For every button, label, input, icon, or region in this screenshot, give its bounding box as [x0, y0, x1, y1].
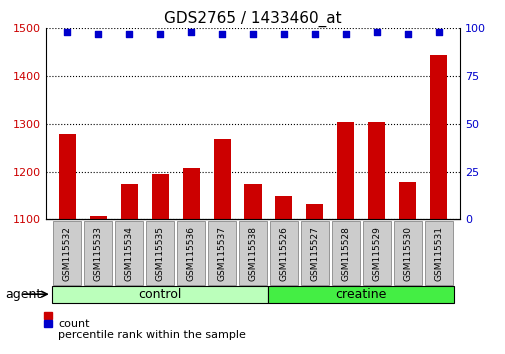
Text: GSM115528: GSM115528 — [341, 225, 349, 281]
Bar — [429, 55, 446, 219]
FancyBboxPatch shape — [52, 286, 268, 303]
Text: count: count — [58, 319, 89, 329]
FancyBboxPatch shape — [362, 221, 390, 285]
Bar — [337, 121, 354, 219]
Bar — [244, 184, 261, 219]
FancyBboxPatch shape — [115, 221, 143, 285]
Bar — [368, 122, 385, 219]
Text: control: control — [138, 288, 181, 301]
Text: GSM115536: GSM115536 — [186, 225, 195, 281]
Text: GSM115530: GSM115530 — [402, 225, 412, 281]
Bar — [275, 195, 292, 219]
Bar — [213, 139, 230, 219]
FancyBboxPatch shape — [270, 221, 297, 285]
FancyBboxPatch shape — [146, 221, 174, 285]
Point — [125, 31, 133, 37]
Text: GSM115534: GSM115534 — [124, 225, 133, 281]
Text: percentile rank within the sample: percentile rank within the sample — [58, 330, 245, 339]
Text: GSM115529: GSM115529 — [372, 225, 381, 281]
Text: GSM115537: GSM115537 — [217, 225, 226, 281]
Point — [341, 31, 349, 37]
Point — [248, 31, 257, 37]
FancyBboxPatch shape — [208, 221, 235, 285]
Bar — [44, 312, 52, 319]
FancyBboxPatch shape — [268, 286, 453, 303]
Text: creatine: creatine — [335, 288, 386, 301]
Text: GSM115535: GSM115535 — [156, 225, 164, 281]
Point — [372, 29, 380, 35]
Point — [156, 31, 164, 37]
Text: GSM115531: GSM115531 — [433, 225, 442, 281]
Text: GSM115532: GSM115532 — [63, 225, 72, 281]
Bar — [120, 184, 137, 219]
Title: GDS2765 / 1433460_at: GDS2765 / 1433460_at — [164, 11, 341, 27]
FancyBboxPatch shape — [84, 221, 112, 285]
Point — [434, 29, 442, 35]
FancyBboxPatch shape — [331, 221, 359, 285]
Point — [279, 31, 287, 37]
FancyBboxPatch shape — [53, 221, 81, 285]
Point — [94, 31, 102, 37]
Point — [187, 29, 195, 35]
Bar — [152, 174, 168, 219]
Text: GSM115526: GSM115526 — [279, 225, 288, 281]
FancyBboxPatch shape — [238, 221, 267, 285]
Bar — [182, 169, 199, 219]
Point — [218, 31, 226, 37]
Text: GSM115527: GSM115527 — [310, 225, 319, 281]
FancyBboxPatch shape — [177, 221, 205, 285]
Bar — [306, 204, 323, 219]
Point — [403, 31, 411, 37]
Bar — [59, 135, 76, 219]
Bar — [398, 182, 416, 219]
FancyBboxPatch shape — [300, 221, 328, 285]
Point — [310, 31, 318, 37]
Bar — [89, 216, 107, 219]
Text: agent: agent — [5, 289, 41, 301]
FancyBboxPatch shape — [393, 221, 421, 285]
Text: GSM115538: GSM115538 — [248, 225, 257, 281]
Point — [63, 29, 71, 35]
Text: GSM115533: GSM115533 — [93, 225, 103, 281]
Bar — [44, 320, 52, 327]
FancyBboxPatch shape — [424, 221, 452, 285]
